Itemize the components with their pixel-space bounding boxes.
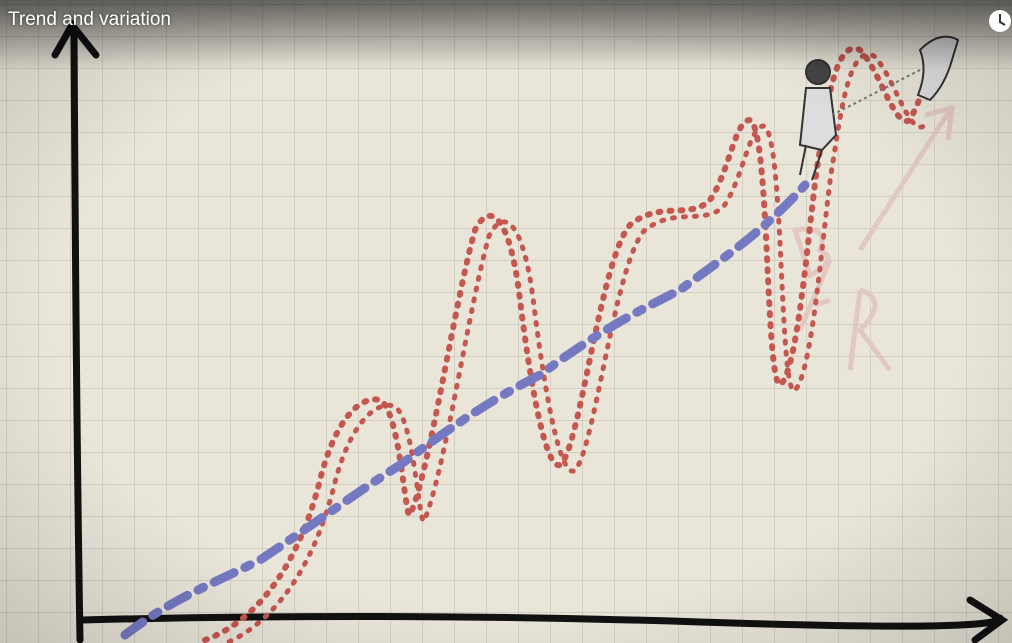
video-title[interactable]: Trend and variation bbox=[8, 9, 172, 30]
title-overlay bbox=[0, 0, 1012, 70]
watch-later-icon[interactable] bbox=[989, 10, 1011, 32]
